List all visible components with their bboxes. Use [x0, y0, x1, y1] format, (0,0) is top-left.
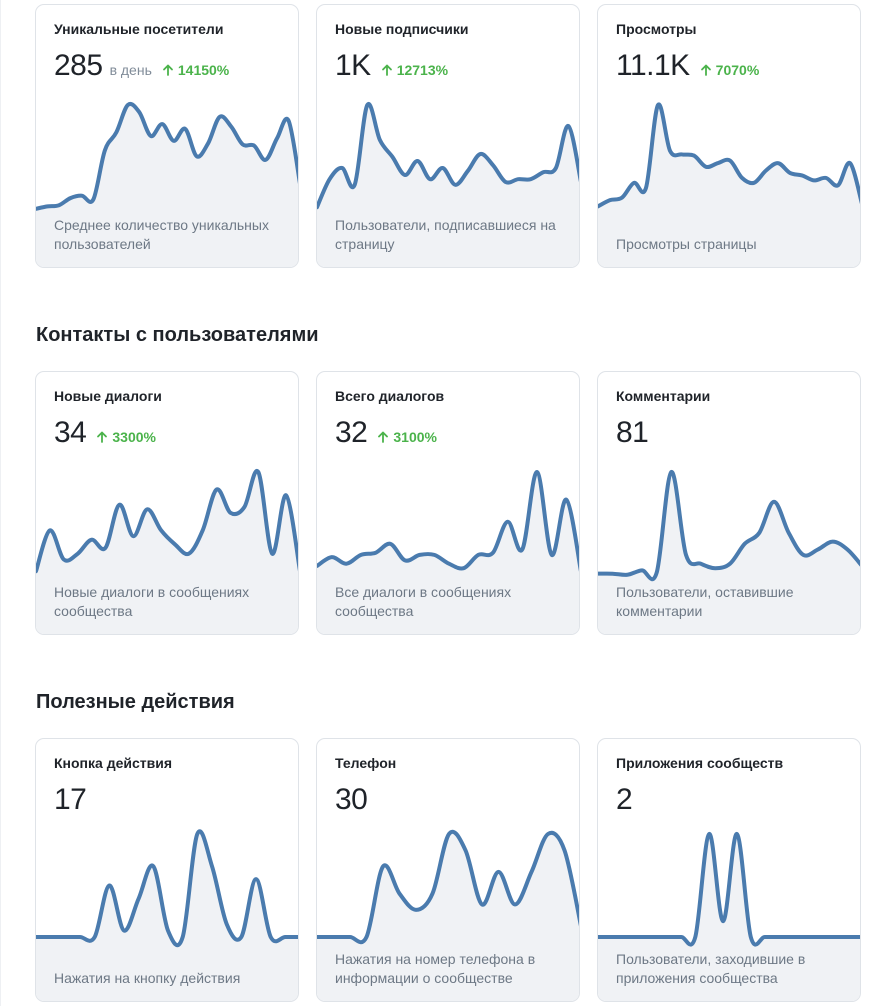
sparkline-line [598, 831, 860, 947]
page-left-border [0, 0, 1, 1006]
card-metric: 2 [616, 783, 633, 819]
sparkline-line [317, 101, 579, 210]
sparkline-area [36, 103, 298, 267]
card-value: 81 [616, 416, 649, 449]
card-title: Приложения сообществ [616, 755, 784, 771]
growth-value: 3100% [393, 429, 437, 445]
arrow-up-icon [381, 64, 392, 76]
card-title: Уникальные посетители [54, 21, 224, 37]
card-title: Комментарии [616, 388, 711, 404]
arrow-up-icon [97, 431, 108, 443]
sparkline-chart [317, 101, 579, 267]
stat-card[interactable]: Новые подписчики 1K 12713% Пользователи, по… [316, 4, 580, 268]
growth-indicator: 3300% [96, 429, 156, 445]
sparkline-chart [36, 468, 298, 634]
sparkline-line [598, 102, 860, 209]
arrow-up-icon [378, 431, 389, 443]
card-value: 32 [335, 416, 368, 449]
sparkline-area [317, 471, 579, 634]
card-value: 285 [54, 49, 103, 82]
growth-indicator: 3100% [377, 429, 437, 445]
card-description: Просмотры страницы [616, 236, 757, 252]
growth-indicator: 12713% [381, 62, 448, 78]
card-title: Просмотры [616, 21, 697, 37]
stat-card[interactable]: Кнопка действия 17 Нажатия на кнопку дейст… [35, 738, 299, 1002]
card-description: Пользователи, подписавшиеся на страницу [335, 217, 556, 252]
card-description: Нажатия на кнопку действия [54, 970, 241, 986]
sparkline-chart [317, 829, 579, 1001]
sparkline-chart [317, 469, 579, 634]
sparkline-chart [36, 101, 298, 267]
stat-card[interactable]: Просмотры 11.1K 7070% Просмотры страницы [597, 4, 861, 268]
card-title: Всего диалогов [335, 388, 445, 404]
card-value: 2 [616, 783, 633, 816]
card-metric: 17 [54, 783, 87, 819]
sparkline-line [598, 469, 860, 582]
section-title-contacts: Контакты с пользователями [36, 324, 319, 346]
card-value: 17 [54, 783, 87, 816]
card-value: 30 [335, 783, 368, 816]
stat-card[interactable]: Всего диалогов 32 3100% Все диалоги в сообщ… [316, 371, 580, 635]
card-metric: 81 [616, 416, 649, 452]
card-value: 1K [335, 49, 371, 82]
stat-card[interactable]: Новые диалоги 34 3300% Новые диалоги в сооб… [35, 371, 299, 635]
stat-card[interactable]: Телефон 30 Нажатия на номер телефона в инф… [316, 738, 580, 1002]
card-description: Все диалоги в сообщениях сообщества [335, 584, 512, 619]
stat-card[interactable]: Комментарии 81 Пользователи, оставившие ко… [597, 371, 861, 635]
growth-value: 12713% [396, 62, 449, 78]
sparkline-line [36, 101, 298, 211]
section-title-actions: Полезные действия [36, 691, 235, 713]
sparkline-line [317, 469, 579, 572]
sparkline-line [36, 468, 298, 574]
sparkline-area [36, 831, 298, 1001]
card-description: Среднее количество уникальных пользовате… [54, 217, 269, 252]
sparkline-area [598, 471, 860, 634]
sparkline-chart [598, 102, 860, 267]
card-value: 11.1K [616, 49, 690, 82]
growth-indicator: 14150% [162, 62, 229, 78]
sparkline-area [598, 833, 860, 1001]
sparkline-area [36, 470, 298, 634]
card-metric: 30 [335, 783, 368, 819]
card-unit: в день [109, 62, 152, 78]
card-metric: 1K 12713% [335, 49, 448, 85]
stat-card[interactable]: Уникальные посетители 285 в день 14150% Сред… [35, 4, 299, 268]
sparkline-line [36, 829, 298, 948]
sparkline-chart [598, 469, 860, 634]
growth-value: 7070% [715, 62, 760, 78]
card-title: Новые подписчики [335, 21, 469, 37]
sparkline-area [598, 104, 860, 267]
sparkline-line [317, 829, 579, 945]
card-description: Пользователи, заходившие в приложения со… [616, 951, 806, 986]
card-metric: 11.1K 7070% [616, 49, 759, 85]
card-title: Новые диалоги [54, 388, 162, 404]
card-metric: 34 3300% [54, 416, 156, 452]
card-value: 34 [54, 416, 87, 449]
card-metric: 285 в день 14150% [54, 49, 229, 85]
card-title: Телефон [335, 755, 397, 771]
sparkline-chart [36, 829, 298, 1001]
growth-value: 3300% [112, 429, 156, 445]
card-description: Новые диалоги в сообщениях сообщества [54, 584, 250, 619]
growth-indicator: 7070% [700, 62, 760, 78]
arrow-up-icon [162, 64, 173, 76]
card-description: Пользователи, оставившие комментарии [616, 584, 794, 619]
stat-card[interactable]: Приложения сообществ 2 Пользователи, заход… [597, 738, 861, 1002]
sparkline-chart [598, 831, 860, 1001]
sparkline-area [317, 831, 579, 1001]
card-description: Нажатия на номер телефона в информации о… [335, 951, 536, 986]
growth-value: 14150% [177, 62, 230, 78]
card-metric: 32 3100% [335, 416, 437, 452]
arrow-up-icon [700, 64, 711, 76]
card-title: Кнопка действия [54, 755, 172, 771]
